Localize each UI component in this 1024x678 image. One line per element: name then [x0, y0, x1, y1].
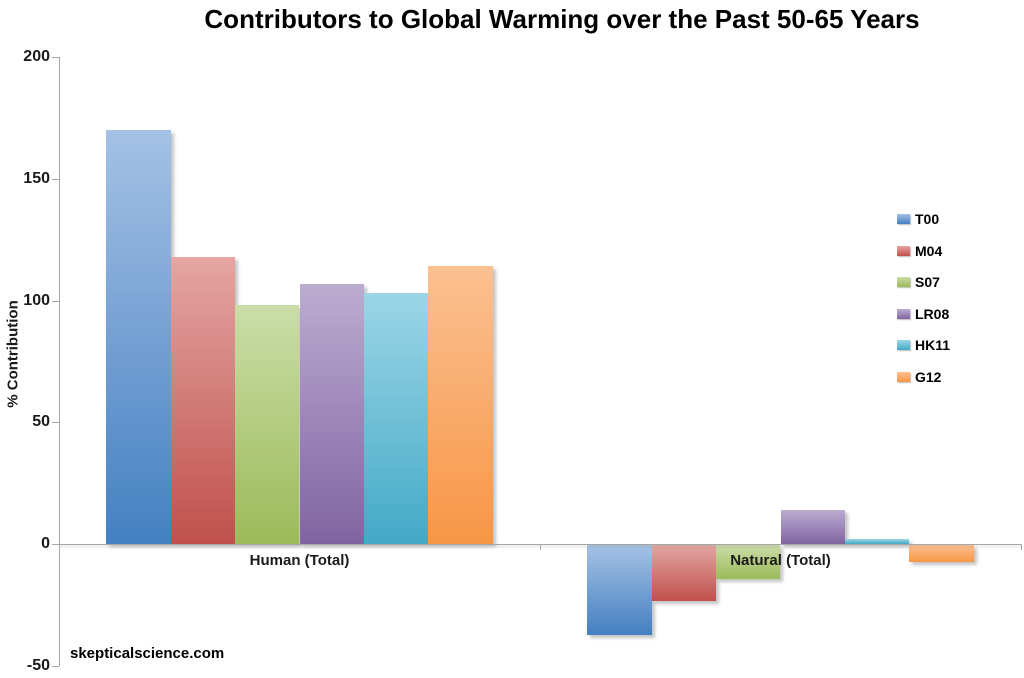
y-tick-mark: [52, 57, 59, 58]
y-axis-line: [59, 57, 60, 666]
y-tick-label: 150: [23, 169, 50, 187]
legend-label: M04: [915, 242, 943, 259]
category-label: Natural (Total): [730, 552, 831, 569]
legend-label: HK11: [915, 337, 951, 354]
y-tick-label: 100: [23, 291, 50, 309]
y-tick-label: 50: [32, 413, 50, 431]
bar-g12-human: [428, 266, 493, 545]
bar-hk11-human: [363, 293, 429, 545]
bar-hk11-natural: [844, 539, 910, 545]
bar-m04-human: [170, 256, 236, 545]
legend-item-t00: T00: [897, 206, 939, 232]
bar-s07-human: [235, 305, 300, 545]
legend-swatch-icon: [897, 372, 910, 382]
y-axis-title: % Contribution: [4, 300, 22, 408]
legend-label: G12: [915, 369, 942, 385]
y-tick-mark: [52, 666, 59, 667]
bar-g12-natural: [909, 545, 974, 563]
x-tick-mark: [1021, 544, 1022, 550]
bar-s07-natural: [716, 545, 781, 580]
legend-swatch-icon: [897, 214, 910, 224]
legend-label: S07: [915, 274, 940, 291]
legend-swatch-icon: [897, 308, 910, 319]
category-label: Human (Total): [249, 552, 350, 569]
y-tick-label: -50: [26, 657, 50, 674]
y-tick-label: 200: [23, 48, 50, 65]
y-tick-mark: [52, 300, 59, 302]
y-tick-mark: [52, 544, 59, 546]
bar-lr08-natural: [780, 510, 845, 545]
legend-swatch-icon: [897, 277, 910, 288]
y-tick-label: 0: [41, 535, 50, 553]
bar-lr08-human: [299, 283, 364, 545]
legend-item-m04: M04: [897, 238, 942, 264]
legend-item-hk11: HK11: [897, 332, 950, 358]
y-tick-mark: [52, 422, 59, 424]
legend-label: T00: [915, 211, 940, 227]
bar-m04-natural: [651, 545, 717, 602]
legend-label: LR08: [915, 305, 950, 322]
y-tick-mark: [52, 178, 59, 180]
legend-swatch-icon: [897, 340, 910, 351]
bar-t00-human: [106, 130, 171, 545]
bar-t00-natural: [587, 545, 652, 636]
legend-item-g12: G12: [897, 364, 941, 390]
legend-item-s07: S07: [897, 269, 940, 295]
legend-swatch-icon: [897, 245, 910, 256]
legend-item-lr08: LR08: [897, 301, 949, 327]
x-tick-mark: [540, 544, 541, 550]
chart-title: Contributors to Global Warming over the …: [204, 4, 920, 34]
watermark: skepticalscience.com: [70, 645, 225, 662]
